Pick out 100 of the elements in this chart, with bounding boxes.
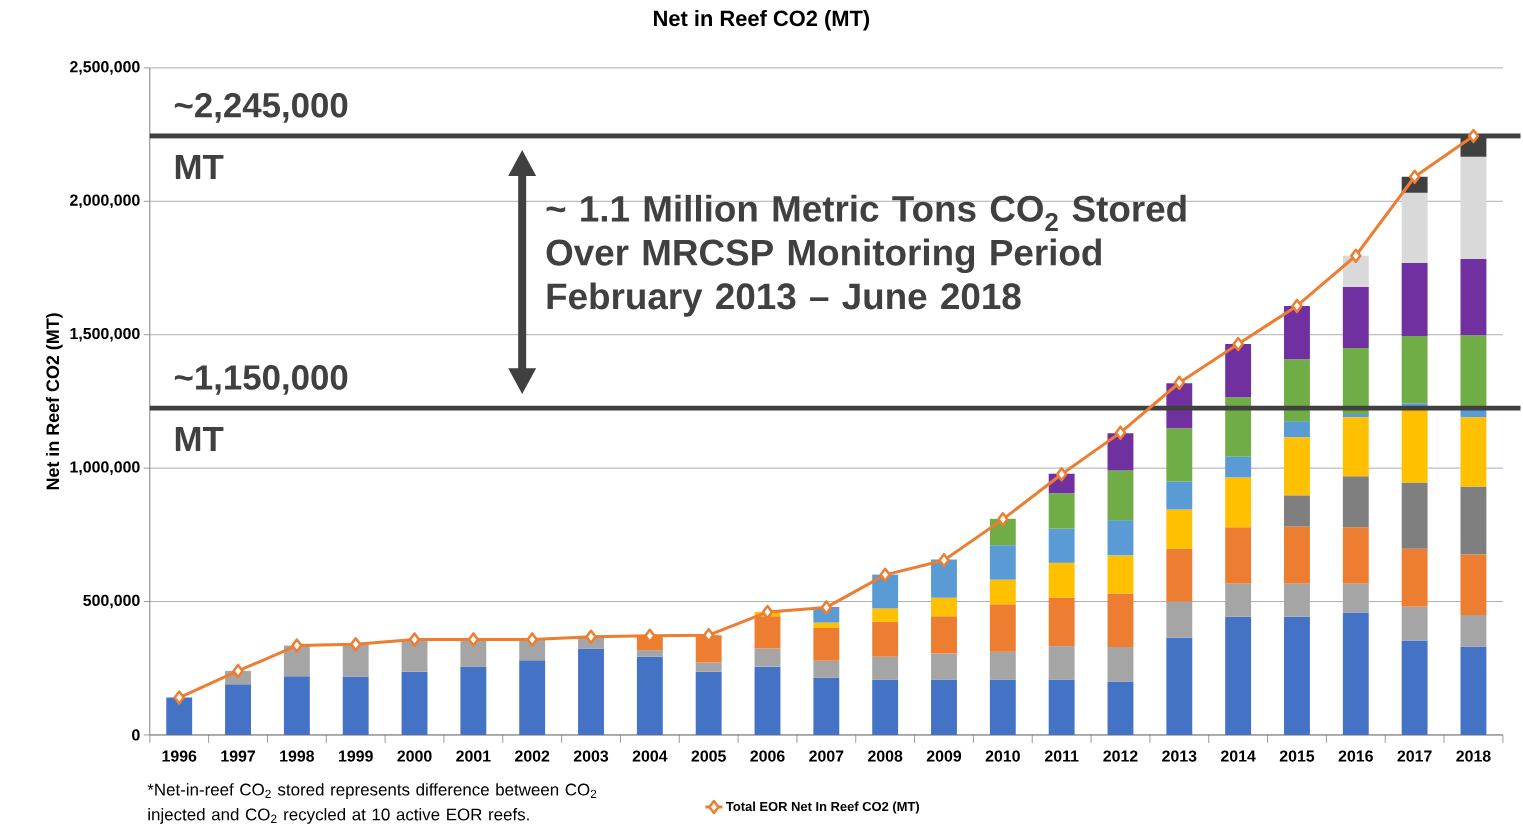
bar <box>1225 616 1252 736</box>
bar <box>1284 526 1310 584</box>
ref-line-label: ~2,245,000 MT <box>174 93 348 180</box>
bar <box>1401 336 1428 404</box>
bar <box>813 622 840 629</box>
point <box>349 637 362 652</box>
bar <box>460 667 487 736</box>
bar <box>1342 583 1369 613</box>
point <box>232 663 244 679</box>
bar <box>1048 493 1075 529</box>
bar <box>1166 481 1193 510</box>
chart-title: Net in Reef CO2 (MT) <box>654 10 870 31</box>
bar <box>872 608 899 622</box>
bar <box>1107 433 1134 471</box>
bar <box>1342 417 1369 477</box>
bar <box>1166 548 1193 602</box>
point <box>938 553 950 568</box>
bar <box>1284 583 1310 617</box>
x-tick-label: 2014 <box>1220 750 1256 762</box>
bar <box>754 666 781 736</box>
bar <box>1225 397 1252 457</box>
bar <box>1284 421 1310 438</box>
bar <box>636 650 663 657</box>
bar <box>931 616 957 654</box>
bar <box>813 677 840 736</box>
point <box>1408 169 1421 185</box>
point <box>1467 128 1480 144</box>
bar <box>1048 562 1075 598</box>
x-tick-label: 2007 <box>809 750 844 762</box>
bar <box>1284 616 1310 736</box>
x-tick-label: 2002 <box>515 750 550 762</box>
bar <box>1401 606 1428 641</box>
point <box>1055 467 1068 482</box>
ref-line-label: ~1,150,000 MT <box>174 365 348 452</box>
bar <box>1460 554 1487 615</box>
bar <box>1284 359 1310 422</box>
bar <box>1107 593 1134 647</box>
point <box>997 512 1009 527</box>
bar <box>342 676 369 736</box>
bar <box>1401 548 1428 607</box>
bar <box>578 648 604 736</box>
legend-label: Total EOR Net In Reef CO2 (MT) <box>726 801 920 814</box>
point <box>1114 425 1127 440</box>
x-tick-label: 2004 <box>632 750 668 762</box>
y-tick-label: 1,500,000 <box>70 328 140 342</box>
point <box>291 638 303 653</box>
bar <box>1166 637 1193 736</box>
bar <box>1225 527 1252 584</box>
annotation: ~ 1.1 Million Metric Tons CO$_{2}$ Stored Over MRCSP Monitoring Period February 2013 – June 2018 <box>546 194 1186 317</box>
x-tick-label: 1999 <box>338 750 373 762</box>
x-tick-label: 2011 <box>1044 750 1079 762</box>
x-tick-label: 2006 <box>750 750 785 762</box>
bar <box>989 604 1016 652</box>
bar <box>1048 597 1075 647</box>
bar <box>1460 614 1487 647</box>
bar <box>636 656 663 736</box>
text: *Net-in-reef CO$_{2}$ stored represents difference between CO$_{2}$ injected and CO$_{2}$ recycled at 10 active EOR reefs. <box>147 783 597 824</box>
bar <box>1284 437 1310 496</box>
x-tick-label: 2005 <box>691 750 726 762</box>
x-tick-label: 2008 <box>868 750 903 762</box>
bar <box>931 597 957 617</box>
point <box>467 632 480 647</box>
point <box>408 632 421 647</box>
bar <box>931 653 957 680</box>
bar <box>1225 344 1252 398</box>
bar <box>1401 640 1428 736</box>
bar <box>1460 486 1487 555</box>
bar <box>989 579 1016 605</box>
x-tick-label: 2001 <box>456 750 491 762</box>
bar <box>1460 417 1487 487</box>
x-tick-label: 2013 <box>1162 750 1197 762</box>
bar <box>989 679 1016 736</box>
bar <box>1342 348 1369 415</box>
bar <box>1284 495 1310 527</box>
bar <box>166 697 193 736</box>
point <box>1350 248 1362 264</box>
point <box>526 632 538 647</box>
x-tick-label: 2003 <box>573 750 609 762</box>
y-tick-label: 2,000,000 <box>70 194 140 209</box>
bar <box>813 660 840 678</box>
bar <box>519 660 546 736</box>
bar <box>1166 509 1193 549</box>
bar <box>1107 470 1134 521</box>
bar <box>813 628 840 661</box>
bar <box>931 679 957 736</box>
bar <box>931 559 957 598</box>
bar <box>342 644 369 677</box>
bar <box>1401 403 1428 407</box>
bar <box>1107 555 1134 594</box>
bar <box>1460 259 1487 336</box>
x-tick-label: 2018 <box>1456 750 1491 762</box>
point <box>585 629 597 645</box>
bar <box>1107 681 1134 736</box>
x-tick-label: 2000 <box>397 750 432 762</box>
x-tick-label: 2015 <box>1279 750 1315 762</box>
x-tick-label: 1998 <box>280 750 315 762</box>
bar <box>1048 528 1075 563</box>
bar <box>401 671 428 736</box>
bar <box>1225 477 1252 528</box>
bar <box>1342 476 1369 528</box>
